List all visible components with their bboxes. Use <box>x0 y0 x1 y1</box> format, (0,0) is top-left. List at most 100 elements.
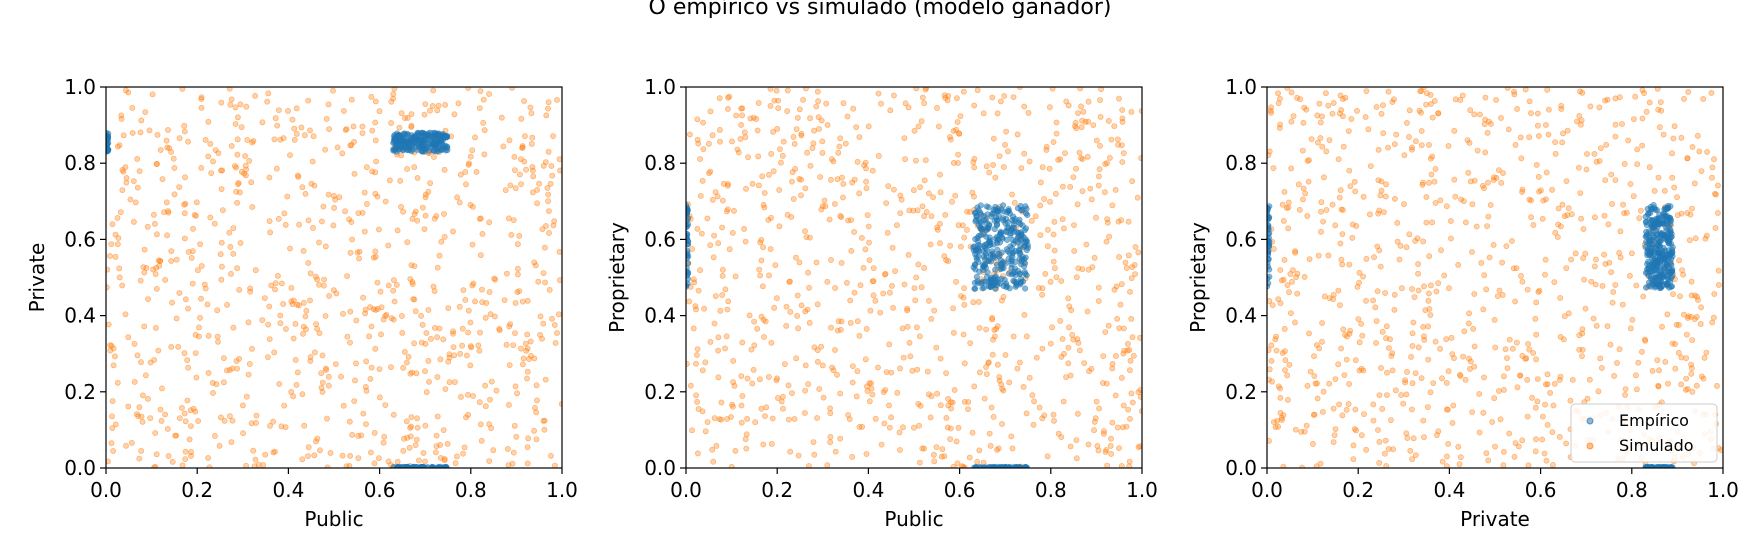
simulado-point <box>161 209 167 216</box>
simulado-point <box>245 319 252 326</box>
simulado-point <box>144 223 151 230</box>
simulado-point <box>1404 368 1410 375</box>
simulado-point <box>1557 373 1564 380</box>
simulado-point <box>136 455 143 462</box>
simulado-point <box>1119 159 1126 165</box>
simulado-point <box>1609 201 1615 207</box>
simulado-point <box>245 371 252 378</box>
empirico-point <box>419 136 426 143</box>
simulado-point <box>1279 350 1286 356</box>
simulado-point <box>930 194 936 201</box>
simulado-point <box>1592 281 1599 288</box>
simulado-point <box>851 176 858 183</box>
simulado-point <box>1122 259 1129 266</box>
simulado-point <box>1698 304 1704 311</box>
legend-label: Simulado <box>1619 436 1694 455</box>
simulado-point <box>1655 382 1662 389</box>
simulado-point <box>724 306 731 313</box>
simulado-point <box>743 431 750 438</box>
simulado-point <box>780 405 786 412</box>
simulado-point <box>361 228 368 235</box>
simulado-point <box>137 277 144 284</box>
simulado-point <box>730 403 736 410</box>
simulado-point <box>1029 392 1036 399</box>
simulado-point <box>309 158 316 165</box>
simulado-point <box>1532 315 1539 322</box>
simulado-point <box>205 332 212 339</box>
simulado-point <box>194 267 201 274</box>
empirico-point <box>1019 256 1026 263</box>
simulado-point <box>699 408 706 415</box>
simulado-point <box>1128 390 1135 397</box>
simulado-point <box>1457 371 1463 378</box>
simulado-point <box>1104 462 1110 468</box>
simulado-point <box>1640 293 1647 300</box>
chart-panel-2: 0.0 0.2 0.4 0.6 0.8 1.00.00.20.40.60.81.0Publ… <box>605 75 1158 531</box>
simulado-point <box>479 299 485 305</box>
simulado-point <box>953 438 960 445</box>
y-tick-label: 0.0 <box>64 456 96 480</box>
simulado-point <box>1111 286 1118 293</box>
simulado-point <box>1302 190 1309 197</box>
simulado-point <box>239 402 246 409</box>
simulado-point <box>1684 331 1690 338</box>
simulado-point <box>1670 291 1676 297</box>
simulado-point <box>465 87 472 91</box>
simulado-point <box>814 347 821 354</box>
simulado-point <box>1363 88 1370 94</box>
simulado-point <box>385 282 392 289</box>
simulado-point <box>344 273 350 279</box>
simulado-point <box>1045 243 1051 250</box>
simulado-point <box>163 137 170 144</box>
simulado-point <box>539 226 546 233</box>
simulado-point <box>545 105 551 112</box>
simulado-point <box>425 357 432 364</box>
simulado-point <box>1337 240 1344 247</box>
simulado-point <box>1482 94 1489 101</box>
simulado-point <box>1288 118 1295 125</box>
simulado-point <box>1477 111 1483 118</box>
simulado-point <box>1301 273 1308 280</box>
simulado-point <box>700 146 707 153</box>
simulado-point <box>1386 345 1392 351</box>
simulado-point <box>156 263 163 269</box>
simulado-point <box>465 329 471 336</box>
simulado-point <box>322 146 328 153</box>
simulado-point <box>1680 271 1686 278</box>
x-tick-label: 0.4 <box>272 478 304 502</box>
simulado-point <box>1487 202 1494 208</box>
simulado-point <box>215 338 221 345</box>
simulado-point <box>1432 166 1439 172</box>
simulado-point <box>1407 447 1414 454</box>
simulado-point <box>217 251 224 258</box>
simulado-point <box>826 216 833 223</box>
simulado-point <box>770 168 777 175</box>
simulado-point <box>1041 412 1048 419</box>
simulado-point <box>840 100 847 107</box>
simulado-point <box>1709 174 1715 181</box>
simulado-point <box>486 421 492 428</box>
simulado-point <box>793 254 799 261</box>
simulado-point <box>1394 238 1401 245</box>
simulado-point <box>213 381 220 388</box>
simulado-point <box>1338 107 1345 113</box>
simulado-point <box>531 259 538 266</box>
simulado-point <box>510 217 517 223</box>
simulado-point <box>1481 121 1488 128</box>
simulado-point <box>857 282 864 289</box>
simulado-point <box>1461 328 1468 335</box>
simulado-point <box>1330 100 1337 106</box>
simulado-point <box>362 310 368 317</box>
simulado-point <box>123 442 129 449</box>
simulado-point <box>421 111 428 118</box>
simulado-point <box>547 180 554 187</box>
simulado-point <box>552 462 558 468</box>
simulado-point <box>1484 223 1490 229</box>
simulado-point <box>902 100 909 107</box>
simulado-point <box>545 198 551 204</box>
simulado-point <box>128 439 135 446</box>
simulado-point <box>988 404 995 411</box>
simulado-point <box>1339 261 1346 268</box>
simulado-point <box>1074 201 1081 208</box>
simulado-point <box>1423 219 1430 226</box>
